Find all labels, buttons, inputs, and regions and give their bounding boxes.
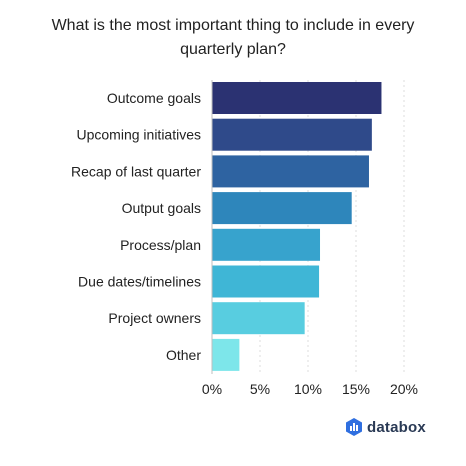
x-axis-ticks: 0% 5% 10% 15% 20% [202,381,418,397]
bar [212,228,321,261]
bar [212,118,372,151]
category-label: Upcoming initiatives [77,127,202,143]
category-label: Process/plan [120,237,201,253]
bar [212,265,320,298]
bar [212,338,240,371]
bar [212,155,369,188]
category-label: Recap of last quarter [71,163,201,179]
x-tick-label: 0% [202,381,222,397]
x-tick-label: 15% [342,381,370,397]
logo-text: databox [367,418,426,436]
category-label: Project owners [108,310,201,326]
category-labels: Outcome goals Upcoming initiatives Recap o… [71,90,201,363]
category-label: Outcome goals [107,90,201,106]
bar [212,302,305,335]
x-tick-label: 20% [390,381,418,397]
category-label: Output goals [122,200,201,216]
category-label: Other [166,347,201,363]
x-tick-label: 10% [294,381,322,397]
bar [212,192,352,225]
bar [212,82,382,114]
category-label: Due dates/timelines [78,274,201,290]
bars [212,82,382,371]
databox-logo: databox [346,417,426,437]
chart-title: What is the most important thing to incl… [51,17,415,58]
x-tick-label: 5% [250,381,270,397]
databox-logo-icon [346,418,362,436]
